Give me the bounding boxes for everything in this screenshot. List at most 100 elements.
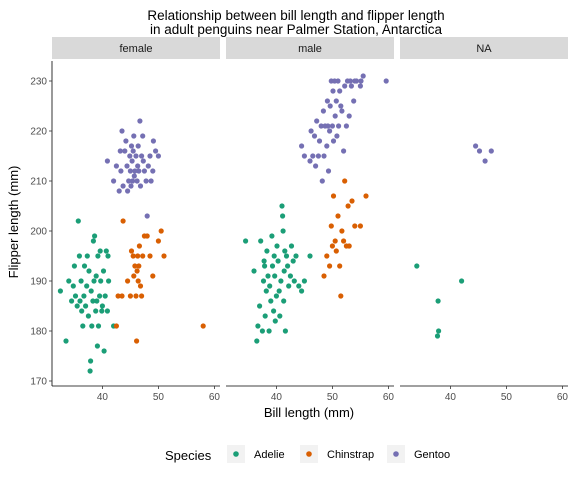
data-point-gentoo — [139, 153, 145, 159]
data-point-adelie — [279, 203, 285, 209]
legend-item-adelie: Adelie — [227, 445, 285, 463]
data-point-chinstrap — [137, 283, 144, 289]
data-point-adelie — [263, 288, 269, 294]
data-point-gentoo — [330, 88, 336, 94]
data-point-chinstrap — [329, 243, 335, 249]
data-point-adelie — [269, 263, 276, 269]
data-point-gentoo — [325, 123, 331, 129]
x-tick-label: 50 — [327, 392, 339, 403]
data-point-chinstrap — [161, 253, 167, 259]
data-point-adelie — [459, 278, 465, 284]
data-point-adelie — [307, 253, 313, 259]
data-point-gentoo — [324, 143, 330, 149]
data-point-adelie — [80, 323, 86, 329]
legend-item-gentoo: Gentoo — [387, 445, 450, 463]
data-point-gentoo — [143, 178, 149, 184]
legend-label: Gentoo — [414, 449, 450, 461]
data-point-adelie — [85, 313, 91, 319]
data-point-gentoo — [308, 128, 314, 134]
data-point-gentoo — [116, 188, 122, 194]
legend-label: Adelie — [254, 449, 285, 461]
data-point-gentoo — [145, 163, 151, 169]
data-point-adelie — [272, 318, 278, 324]
data-point-adelie — [280, 228, 286, 234]
data-point-gentoo — [327, 103, 333, 109]
y-axis: 170 180 190 200 210 220 230 — [30, 61, 53, 388]
data-point-chinstrap — [139, 293, 145, 299]
data-point-gentoo — [155, 153, 161, 159]
data-point-adelie — [268, 298, 274, 304]
data-point-adelie — [69, 298, 75, 304]
data-point-adelie — [281, 298, 287, 304]
data-point-adelie — [271, 308, 277, 314]
data-point-adelie — [71, 263, 77, 269]
x-tick-label: 40 — [445, 392, 457, 403]
data-point-gentoo — [337, 88, 343, 94]
data-point-adelie — [293, 253, 299, 259]
legend-title: Species — [165, 448, 212, 463]
data-point-chinstrap — [132, 263, 138, 269]
data-point-adelie — [296, 283, 302, 289]
data-point-adelie — [86, 268, 92, 274]
data-point-gentoo — [333, 98, 339, 104]
x-tick-label: 60 — [557, 392, 569, 403]
data-point-adelie — [100, 268, 107, 274]
data-point-adelie — [90, 298, 96, 304]
data-point-adelie — [101, 348, 107, 354]
y-tick-label: 190 — [30, 277, 47, 288]
data-point-adelie — [257, 303, 263, 309]
data-point-gentoo — [127, 153, 133, 159]
data-point-gentoo — [330, 138, 337, 144]
data-point-adelie — [299, 288, 305, 294]
data-point-gentoo — [127, 168, 133, 174]
data-point-gentoo — [128, 143, 135, 149]
data-point-chinstrap — [342, 178, 348, 184]
data-point-chinstrap — [130, 253, 136, 259]
data-point-gentoo — [131, 173, 137, 179]
data-point-gentoo — [357, 83, 363, 89]
data-point-adelie — [88, 358, 94, 364]
data-point-adelie — [262, 263, 268, 269]
data-point-adelie — [274, 243, 280, 249]
data-point-chinstrap — [131, 273, 137, 279]
data-point-adelie — [84, 253, 90, 259]
data-point-adelie — [81, 293, 87, 299]
data-point-gentoo — [311, 133, 318, 139]
data-point-gentoo — [310, 153, 316, 159]
data-point-adelie — [260, 278, 267, 284]
facet-strip-label: female — [119, 43, 152, 55]
data-point-chinstrap — [337, 263, 343, 269]
data-point-gentoo — [150, 168, 156, 174]
y-tick-label: 200 — [30, 227, 47, 238]
data-point-gentoo — [104, 158, 110, 164]
data-point-gentoo — [473, 143, 479, 149]
data-point-adelie — [81, 263, 88, 269]
data-point-adelie — [290, 258, 296, 264]
data-point-chinstrap — [341, 238, 347, 244]
x-tick-label: 60 — [209, 392, 221, 403]
data-point-adelie — [285, 263, 291, 269]
x-tick-label: 40 — [271, 392, 283, 403]
data-point-chinstrap — [147, 253, 153, 259]
data-point-adelie — [75, 218, 81, 224]
data-point-gentoo — [130, 178, 136, 184]
data-point-gentoo — [299, 143, 305, 149]
data-point-adelie — [277, 313, 283, 319]
data-point-adelie — [283, 253, 290, 259]
data-point-chinstrap — [125, 278, 131, 284]
data-point-gentoo — [153, 148, 159, 154]
data-point-gentoo — [128, 183, 134, 189]
data-point-gentoo — [119, 128, 125, 134]
data-point-adelie — [99, 303, 105, 309]
x-tick-label: 40 — [97, 392, 109, 403]
data-point-gentoo — [301, 153, 307, 159]
data-point-adelie — [66, 278, 72, 284]
data-point-adelie — [57, 288, 64, 294]
facet-strip — [400, 37, 568, 59]
x-tick-label: 60 — [383, 392, 395, 403]
data-point-adelie — [286, 283, 292, 289]
data-point-gentoo — [353, 78, 360, 84]
data-point-gentoo — [135, 143, 141, 149]
data-point-chinstrap — [363, 193, 369, 199]
data-point-adelie — [281, 268, 287, 274]
